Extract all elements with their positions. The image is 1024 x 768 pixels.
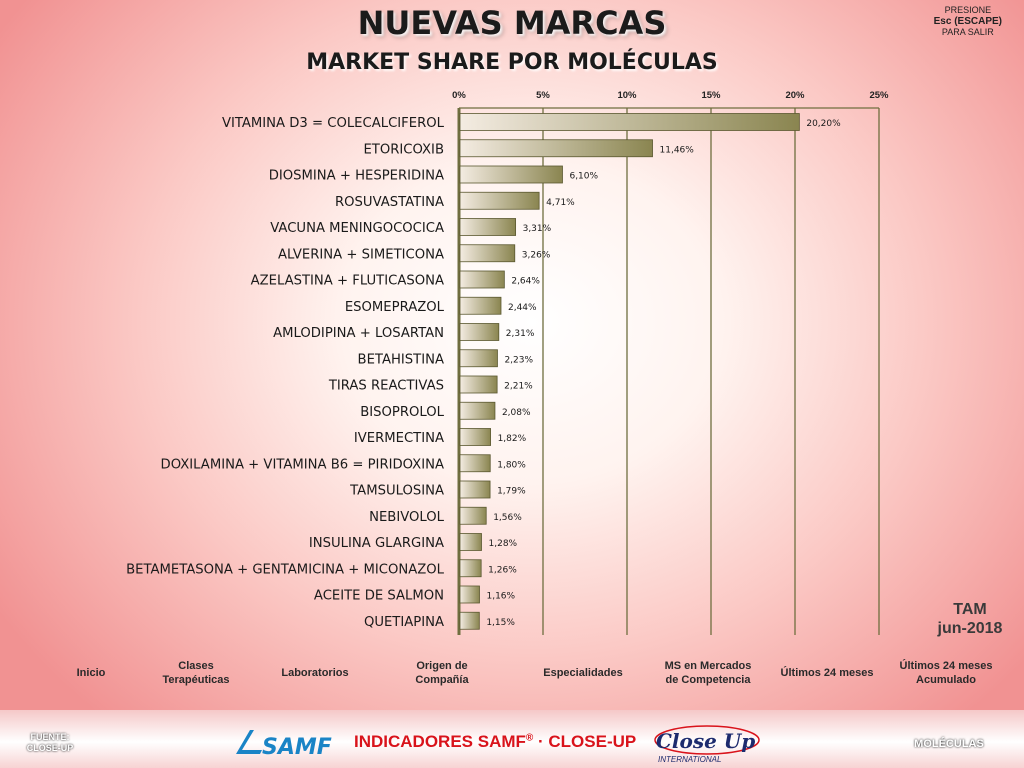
value-label: 1,16% xyxy=(486,592,515,602)
x-tick-label: 5% xyxy=(536,90,550,101)
bar xyxy=(459,480,491,499)
nav-inicio[interactable]: Inicio xyxy=(76,667,106,679)
market-share-bar-chart: 0% 5% 10% 15% 20% 25% VITAMINA D3 = COLECALCIF… xyxy=(126,90,889,635)
nav-ms-mercados-competencia[interactable]: MS en Mercados de Competencia xyxy=(664,660,752,686)
bar xyxy=(459,113,800,131)
escape-hint-key: Esc (ESCAPE) xyxy=(933,16,1002,27)
bar xyxy=(459,401,496,420)
nav-laboratorios[interactable]: Laboratorios xyxy=(281,667,349,679)
source-label: FUENTE: CLOSE-UP xyxy=(26,732,74,753)
bar xyxy=(459,559,482,578)
bar xyxy=(459,428,491,446)
nav-clases-terapeuticas[interactable]: Clases Terapéuticas xyxy=(162,660,230,686)
category-label: ALVERINA + SIMETICONA xyxy=(278,247,444,262)
escape-hint-line3: PARA SALIR xyxy=(941,27,994,37)
closeup-logo-sub: INTERNATIONAL xyxy=(658,755,721,764)
bar xyxy=(459,191,540,210)
value-label: 1,80% xyxy=(497,460,526,470)
category-label: NEBIVOLOL xyxy=(369,510,445,525)
category-label: DIOSMINA + HESPERIDINA xyxy=(269,169,444,184)
bar xyxy=(459,375,498,394)
category-label: TIRAS REACTIVAS xyxy=(328,379,444,394)
category-label: IVERMECTINA xyxy=(354,431,444,446)
closeup-text: CLOSE-UP xyxy=(548,732,637,751)
period-label: TAM jun-2018 xyxy=(920,600,1020,638)
period-date: jun-2018 xyxy=(937,620,1003,637)
footer-bar: FUENTE: CLOSE-UP SAMF INDICADORES SAMF® … xyxy=(0,710,1024,768)
indicators-separator: · xyxy=(533,732,549,751)
category-label: ACEITE DE SALMON xyxy=(314,589,444,604)
bar xyxy=(459,270,505,289)
category-label: AZELASTINA + FLUTICASONA xyxy=(251,274,444,289)
nav-ultimos-24-meses-acumulado[interactable]: Últimos 24 meses Acumulado xyxy=(899,660,993,686)
bar xyxy=(459,244,516,263)
bar xyxy=(459,165,563,184)
escape-hint: PRESIONE Esc (ESCAPE) PARA SALIR xyxy=(934,5,1002,38)
category-label: TAMSULOSINA xyxy=(349,484,444,499)
value-label: 2,23% xyxy=(504,355,533,365)
value-label: 1,26% xyxy=(488,565,517,575)
x-tick-label: 15% xyxy=(701,90,721,101)
category-label: ROSUVASTATINA xyxy=(335,195,444,210)
x-tick-label: 25% xyxy=(869,90,889,101)
value-label: 2,21% xyxy=(504,382,533,392)
closeup-logo-text: Close Up xyxy=(656,729,755,753)
closeup-logo: Close Up INTERNATIONAL xyxy=(654,725,760,764)
category-label: BISOPROLOL xyxy=(360,405,444,420)
page-subtitle: MARKET SHARE POR MOLÉCULAS xyxy=(306,50,718,75)
value-label: 2,08% xyxy=(502,408,531,418)
nav-ultimos-24-meses[interactable]: Últimos 24 meses xyxy=(780,667,874,679)
indicators-caption: INDICADORES SAMF® · CLOSE-UP xyxy=(354,732,636,752)
category-label: AMLODIPINA + LOSARTAN xyxy=(273,326,444,341)
category-label: DOXILAMINA + VITAMINA B6 = PIRIDOXINA xyxy=(161,457,444,472)
bar xyxy=(459,506,487,525)
samf-logo-text: SAMF xyxy=(262,735,332,760)
bar xyxy=(459,611,480,630)
category-label: BETAMETASONA + GENTAMICINA + MICONAZOL xyxy=(126,562,445,577)
bar xyxy=(459,454,491,473)
value-label: 1,28% xyxy=(489,539,518,549)
category-label: VITAMINA D3 = COLECALCIFEROL xyxy=(222,116,445,131)
category-label: VACUNA MENINGOCOCICA xyxy=(270,221,444,236)
nav-especialidades[interactable]: Especialidades xyxy=(543,667,623,679)
value-label: 4,71% xyxy=(546,198,575,208)
category-label: ETORICOXIB xyxy=(363,142,444,157)
value-label: 2,31% xyxy=(506,329,535,339)
bar xyxy=(459,585,480,604)
registered-mark: ® xyxy=(525,732,534,744)
bar xyxy=(459,323,500,341)
escape-hint-line1: PRESIONE xyxy=(944,5,992,15)
value-label: 2,44% xyxy=(508,303,537,313)
value-label: 3,26% xyxy=(522,250,551,260)
page-title: NUEVAS MARCAS xyxy=(357,4,667,42)
category-label: ESOMEPRAZOL xyxy=(345,300,445,315)
value-label: 1,56% xyxy=(493,513,522,523)
value-label: 2,64% xyxy=(511,277,540,287)
x-tick-label: 10% xyxy=(617,90,637,101)
samf-logo: SAMF xyxy=(236,730,332,760)
value-label: 1,79% xyxy=(497,487,526,497)
period-tam: TAM xyxy=(953,601,987,618)
value-label: 6,10% xyxy=(569,172,598,182)
bar xyxy=(459,218,517,236)
x-tick-label: 0% xyxy=(452,90,466,101)
bar xyxy=(459,296,502,315)
category-label: BETAHISTINA xyxy=(358,352,444,367)
category-label: QUETIAPINA xyxy=(364,615,444,630)
category-label: INSULINA GLARGINA xyxy=(309,536,444,551)
x-tick-label: 20% xyxy=(785,90,805,101)
bottom-navigation: Inicio Clases Terapéuticas Laboratorios … xyxy=(0,652,1024,696)
bar xyxy=(459,349,498,368)
value-label: 1,15% xyxy=(486,618,515,628)
value-label: 3,31% xyxy=(523,224,552,234)
indicators-text: INDICADORES SAMF xyxy=(354,732,526,751)
bar xyxy=(459,533,482,551)
value-label: 20,20% xyxy=(806,119,841,129)
value-label: 11,46% xyxy=(660,145,695,155)
value-label: 1,82% xyxy=(498,434,527,444)
section-moleculas: MOLÉCULAS xyxy=(914,738,984,750)
bar xyxy=(459,139,653,158)
nav-origen-compania[interactable]: Origen de Compañía xyxy=(415,660,469,686)
